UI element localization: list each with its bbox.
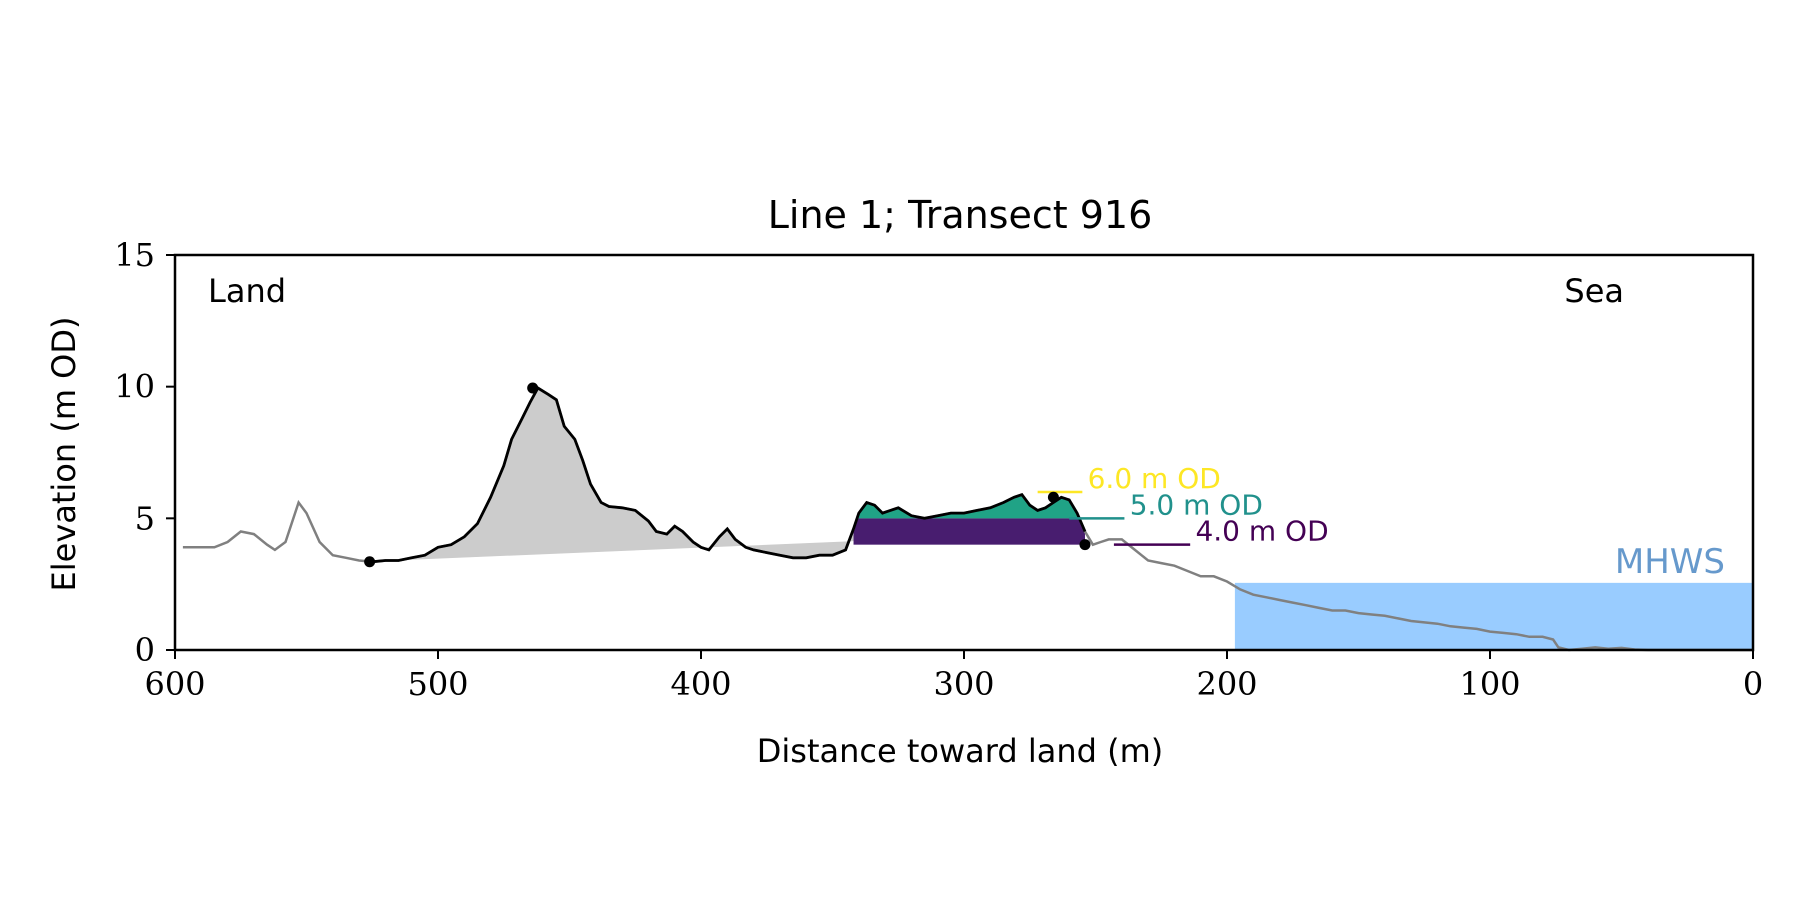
x-axis-label: Distance toward land (m) [757, 732, 1163, 770]
y-tick-label: 10 [114, 368, 155, 406]
level-label: 5.0 m OD [1130, 488, 1263, 521]
level-label: 4.0 m OD [1195, 515, 1328, 548]
dune-toe-point [364, 556, 376, 568]
y-tick-label: 5 [135, 499, 155, 537]
dune-crest-point [1047, 491, 1059, 503]
x-tick-label: 400 [670, 665, 731, 703]
x-tick-label: 300 [933, 665, 994, 703]
annotation-marks: 6.0 m OD5.0 m OD4.0 m OD MHWS [364, 382, 1725, 582]
mhws-label: MHWS [1615, 542, 1725, 582]
dune-toe-point [1079, 539, 1091, 551]
filled-areas [369, 388, 1753, 650]
axes: 600 500 400 300 200 100 0 0 5 10 15 [114, 236, 1763, 703]
land-label: Land [208, 272, 286, 310]
x-tick-label: 100 [1459, 665, 1520, 703]
dune-outline-1 [369, 386, 855, 564]
level-fill-5m [853, 494, 1085, 519]
x-tick-label: 500 [407, 665, 468, 703]
x-tick-label: 600 [144, 665, 205, 703]
x-tick-label: 200 [1196, 665, 1257, 703]
level-fill-4m [853, 518, 1085, 545]
y-tick-label: 0 [135, 631, 155, 669]
x-tick-label: 0 [1743, 665, 1763, 703]
mhws-water-area [1234, 582, 1753, 650]
y-axis-label: Elevation (m OD) [45, 317, 83, 592]
sea-label: Sea [1564, 272, 1624, 310]
y-tick-label: 15 [114, 236, 155, 274]
level-label: 6.0 m OD [1088, 462, 1221, 495]
dune-crest-point [527, 382, 539, 394]
chart-title: Line 1; Transect 916 [768, 193, 1153, 237]
